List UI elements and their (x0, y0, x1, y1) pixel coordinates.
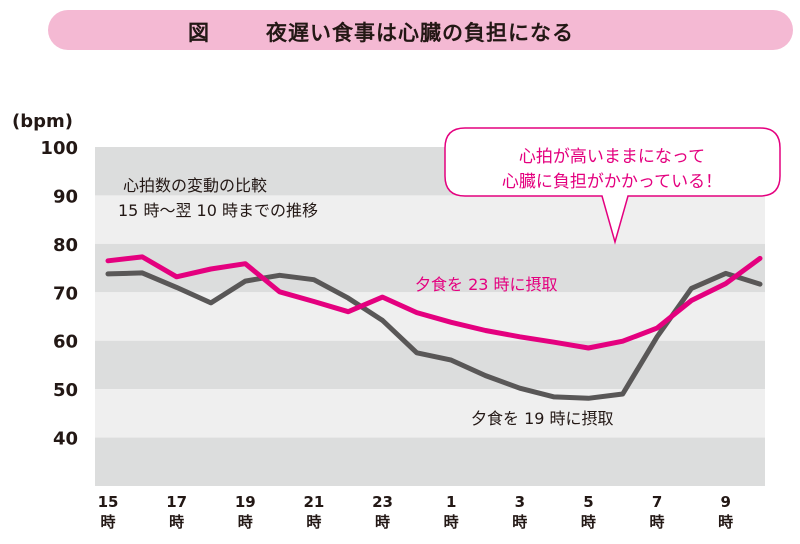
figure-title: 夜遅い食事は心臓の負担になる (266, 21, 574, 45)
grid-band (95, 340, 765, 390)
callout-line2: 心臓に負担がかかっている！ (502, 172, 722, 192)
x-tick-unit: 時 (581, 513, 596, 531)
x-tick-label: 7 (652, 493, 662, 511)
x-tick-unit: 時 (375, 513, 390, 531)
x-tick-unit: 時 (100, 513, 115, 531)
series-label-23: 夕食を 23 時に摂取 (415, 275, 558, 294)
title-bar: 図 夜遅い食事は心臓の負担になる (48, 10, 793, 50)
x-tick-unit: 時 (444, 513, 459, 531)
comparison-note-line2: 15 時～翌 10 時までの推移 (118, 201, 318, 220)
y-axis-unit: (bpm) (12, 111, 73, 132)
x-axis-ticks: 15 時 17 時 19 時 21 時 23 時 1 時 3 時 5 時 7 時 9 時 (98, 493, 734, 531)
x-tick-unit: 時 (238, 513, 253, 531)
x-tick-label: 9 (720, 493, 730, 511)
grid-band (95, 389, 765, 438)
x-tick-label: 19 (235, 493, 256, 511)
y-tick-label: 50 (53, 380, 78, 401)
y-tick-label: 100 (40, 138, 78, 159)
x-tick-unit: 時 (650, 513, 665, 531)
x-tick-label: 15 (98, 493, 119, 511)
x-tick-unit: 時 (306, 513, 321, 531)
y-tick-label: 70 (53, 283, 78, 304)
callout-line1: 心拍が高いままになって (519, 147, 705, 167)
x-tick-label: 5 (583, 493, 593, 511)
series-lines (105, 254, 763, 401)
x-tick-unit: 時 (718, 513, 733, 531)
x-tick-label: 23 (372, 493, 393, 511)
comparison-note-line1: 心拍数の変動の比較 (123, 176, 267, 195)
callout-bubble: 心拍が高いままになって 心臓に負担がかかっている！ (444, 127, 781, 245)
series-label-19: 夕食を 19 時に摂取 (471, 409, 614, 428)
series-line-23 (105, 254, 763, 351)
y-tick-label: 40 (53, 429, 78, 450)
grid-band (95, 437, 765, 486)
grid-band (95, 195, 765, 244)
x-tick-label: 21 (303, 493, 324, 511)
x-tick-unit: 時 (512, 513, 527, 531)
x-tick-label: 17 (166, 493, 187, 511)
callout-shape (444, 127, 781, 245)
y-axis-ticks: 100 90 80 70 60 50 40 (40, 138, 78, 450)
y-tick-label: 90 (53, 186, 78, 207)
y-tick-label: 60 (53, 332, 78, 353)
x-tick-unit: 時 (169, 513, 184, 531)
x-tick-label: 3 (515, 493, 525, 511)
y-tick-label: 80 (53, 235, 78, 256)
series-line-19 (105, 270, 763, 401)
x-tick-label: 1 (446, 493, 456, 511)
figure-label: 図 (188, 21, 209, 45)
